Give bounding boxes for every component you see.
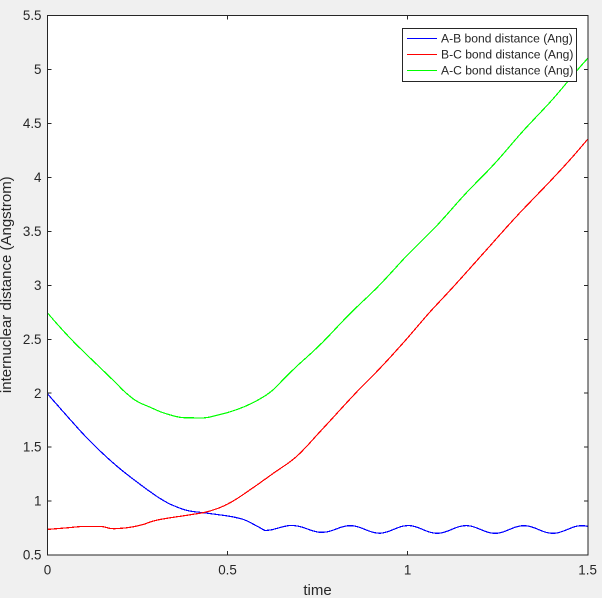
svg-text:3: 3 (34, 278, 41, 293)
svg-text:4.5: 4.5 (23, 116, 42, 131)
svg-text:1: 1 (34, 494, 41, 509)
svg-text:5.5: 5.5 (23, 8, 42, 23)
svg-text:1.5: 1.5 (23, 440, 42, 455)
svg-text:internuclear distance (Angstro: internuclear distance (Angstrom) (0, 176, 15, 393)
svg-text:1.5: 1.5 (578, 563, 597, 578)
svg-text:2: 2 (34, 386, 41, 401)
svg-text:B-C bond distance (Ang): B-C bond distance (Ang) (441, 48, 573, 62)
svg-text:4: 4 (34, 170, 42, 185)
svg-text:2.5: 2.5 (23, 332, 42, 347)
svg-text:time: time (303, 582, 331, 598)
svg-text:3.5: 3.5 (23, 224, 42, 239)
svg-text:A-C bond distance (Ang): A-C bond distance (Ang) (441, 64, 573, 78)
svg-text:0.5: 0.5 (23, 548, 42, 563)
svg-text:5: 5 (34, 62, 41, 77)
svg-text:0: 0 (44, 563, 51, 578)
svg-text:A-B bond distance (Ang): A-B bond distance (Ang) (441, 32, 573, 46)
svg-text:1: 1 (404, 563, 411, 578)
svg-text:0.5: 0.5 (218, 563, 237, 578)
